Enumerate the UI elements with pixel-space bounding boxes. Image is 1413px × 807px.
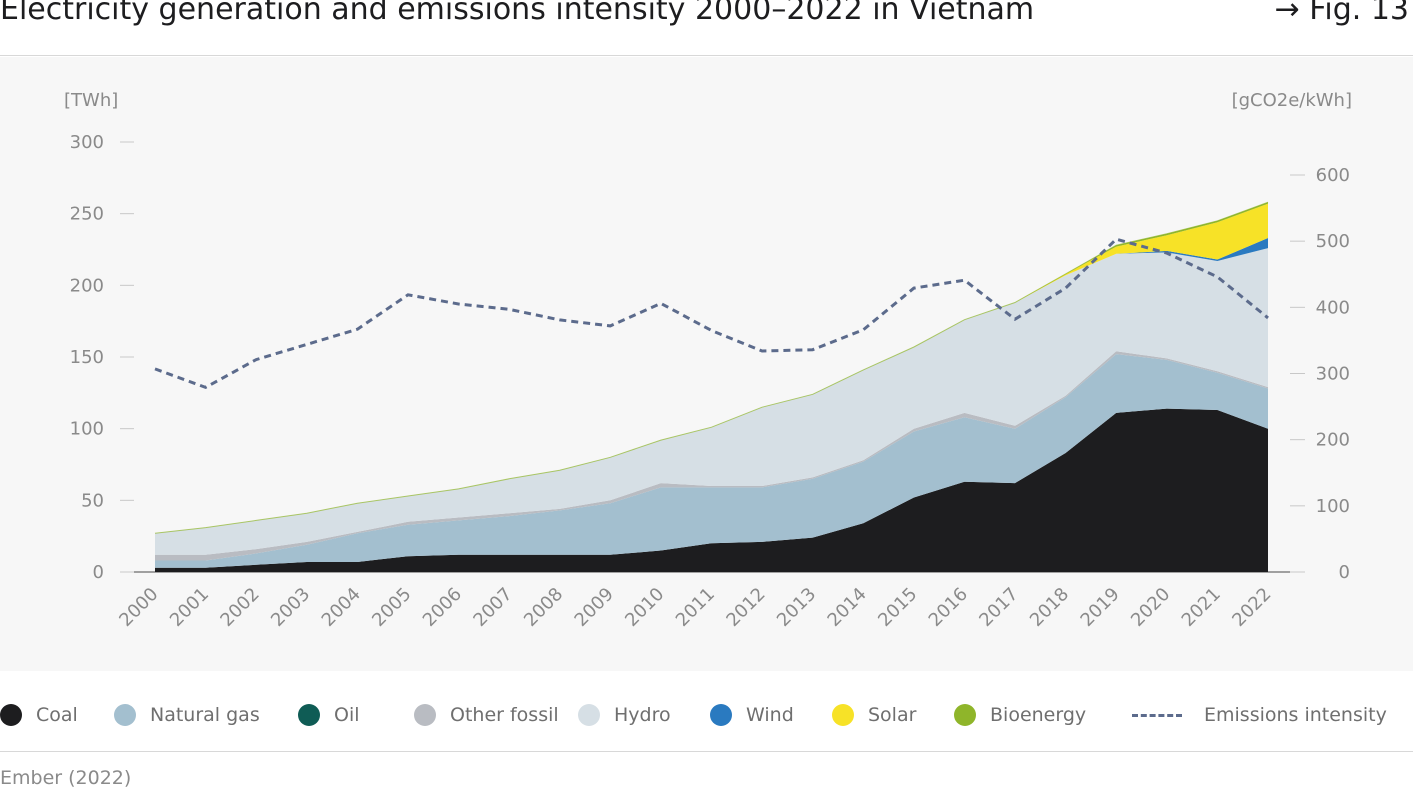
legend-swatch bbox=[832, 704, 854, 726]
left-tick-label: 300 bbox=[70, 132, 104, 153]
total-outline bbox=[154, 201, 1269, 534]
legend-item-bioenergy: Bioenergy bbox=[954, 698, 1086, 732]
legend-swatch bbox=[298, 704, 320, 726]
legend-swatch bbox=[414, 704, 436, 726]
x-tick-label: 2007 bbox=[469, 584, 516, 631]
left-tick-label: 50 bbox=[81, 490, 104, 511]
chart-title: Electricity generation and emissions int… bbox=[0, 0, 1035, 27]
legend-label: Solar bbox=[868, 704, 917, 726]
legend-item-oil: Oil bbox=[298, 698, 360, 732]
x-tick-label: 2013 bbox=[773, 584, 820, 631]
legend-item-wind: Wind bbox=[710, 698, 794, 732]
x-tick-label: 2008 bbox=[520, 584, 567, 631]
x-tick-label: 2021 bbox=[1178, 584, 1225, 631]
x-tick-label: 2016 bbox=[925, 584, 972, 631]
x-tick-label: 2002 bbox=[216, 584, 263, 631]
legend-swatch bbox=[954, 704, 976, 726]
area-chart: 0 50 100 150 200 250 300 0 100 200 300 400 500 600 [TW… bbox=[64, 90, 1352, 631]
legend-label: Hydro bbox=[614, 704, 671, 726]
x-tick-label: 2004 bbox=[318, 584, 365, 631]
area-coal bbox=[155, 408, 1268, 572]
legend-swatch bbox=[0, 704, 22, 726]
figure-reference: → Fig. 13 bbox=[1274, 0, 1409, 27]
x-tick-label: 2003 bbox=[267, 584, 314, 631]
x-tick-label: 2015 bbox=[874, 584, 921, 631]
source-note: Ember (2022) bbox=[0, 767, 132, 789]
x-tick-label: 2019 bbox=[1077, 584, 1124, 631]
x-tick-label: 2022 bbox=[1228, 584, 1275, 631]
legend-label: Oil bbox=[334, 704, 360, 726]
x-tick-label: 2009 bbox=[571, 584, 618, 631]
left-tick-label: 150 bbox=[70, 347, 104, 368]
x-tick-label: 2018 bbox=[1026, 584, 1073, 631]
x-tick-label: 2011 bbox=[672, 584, 719, 631]
legend-item-natural-gas: Natural gas bbox=[114, 698, 260, 732]
left-tick-label: 100 bbox=[70, 419, 104, 440]
x-tick-label: 2005 bbox=[368, 584, 415, 631]
right-tick-label: 600 bbox=[1316, 165, 1350, 186]
legend-label: Other fossil bbox=[450, 704, 559, 726]
x-tick-label: 2000 bbox=[115, 584, 162, 631]
legend-swatch bbox=[114, 704, 136, 726]
legend-label: Coal bbox=[36, 704, 78, 726]
x-tick-label: 2012 bbox=[722, 584, 769, 631]
legend-dash bbox=[1132, 713, 1182, 717]
legend-swatch bbox=[710, 704, 732, 726]
top-divider bbox=[0, 55, 1413, 56]
area-natural-gas bbox=[155, 354, 1268, 568]
legend-item-other-fossil: Other fossil bbox=[414, 698, 559, 732]
legend-item-solar: Solar bbox=[832, 698, 916, 732]
legend: Coal Natural gas Oil Other fossil Hydro Wind S… bbox=[0, 698, 1413, 732]
legend-item-hydro: Hydro bbox=[578, 698, 671, 732]
right-tick-label: 0 bbox=[1339, 562, 1350, 583]
right-tick-label: 100 bbox=[1316, 496, 1350, 517]
x-tick-label: 2006 bbox=[419, 584, 466, 631]
left-tick-label: 250 bbox=[70, 204, 104, 225]
legend-label: Emissions intensity bbox=[1204, 704, 1387, 726]
right-tick-label: 500 bbox=[1316, 231, 1350, 252]
legend-label: Bioenergy bbox=[990, 704, 1087, 726]
left-axis-unit: [TWh] bbox=[64, 90, 118, 111]
right-axis-unit: [gCO2e/kWh] bbox=[1232, 90, 1352, 111]
left-tick-label: 0 bbox=[93, 562, 104, 583]
legend-label: Natural gas bbox=[150, 704, 260, 726]
legend-item-emissions-intensity: Emissions intensity bbox=[1132, 698, 1387, 732]
x-tick-label: 2014 bbox=[824, 584, 871, 631]
legend-label: Wind bbox=[746, 704, 794, 726]
legend-item-coal: Coal bbox=[0, 698, 78, 732]
legend-swatch bbox=[578, 704, 600, 726]
left-tick-label: 200 bbox=[70, 275, 104, 296]
right-tick-label: 300 bbox=[1316, 364, 1350, 385]
bottom-divider bbox=[0, 751, 1413, 752]
x-tick-label: 2020 bbox=[1127, 584, 1174, 631]
x-tick-label: 2017 bbox=[975, 584, 1022, 631]
area-hydro bbox=[155, 248, 1268, 555]
x-tick-label: 2010 bbox=[621, 584, 668, 631]
right-tick-label: 400 bbox=[1316, 297, 1350, 318]
x-tick-label: 2001 bbox=[166, 584, 213, 631]
right-tick-label: 200 bbox=[1316, 430, 1350, 451]
